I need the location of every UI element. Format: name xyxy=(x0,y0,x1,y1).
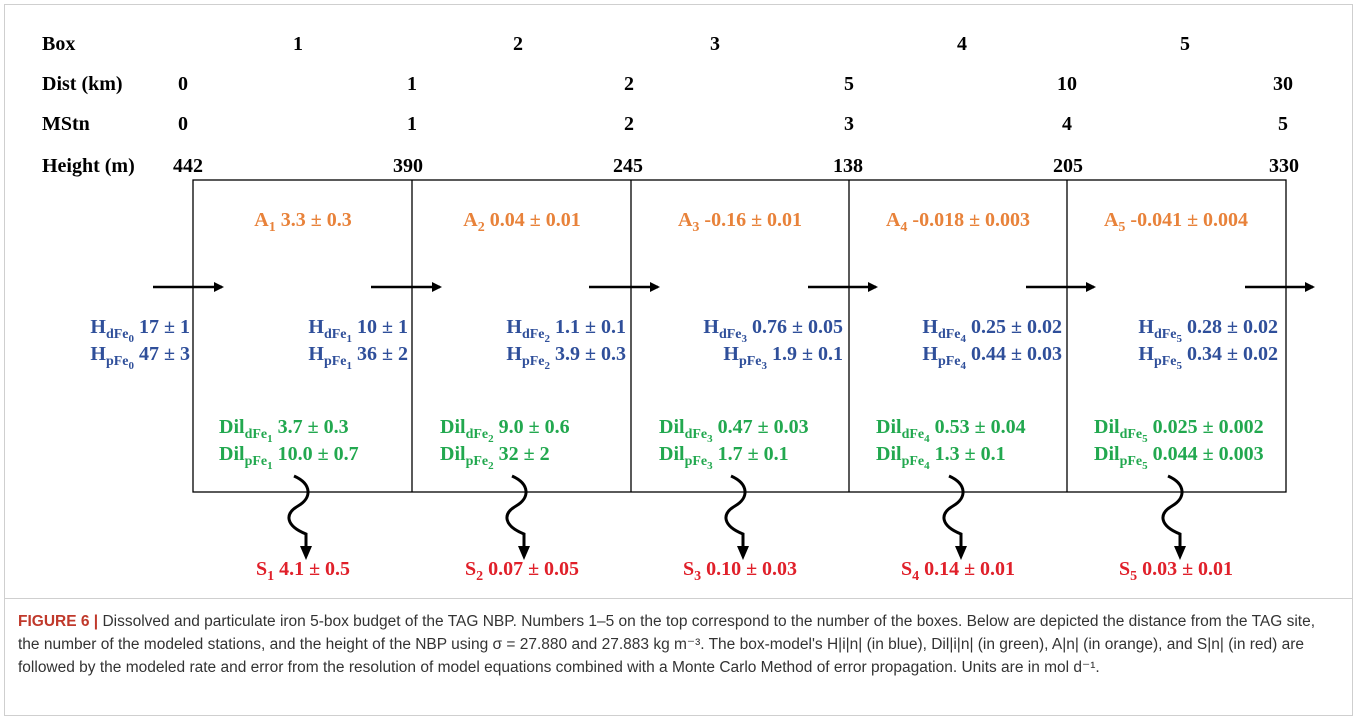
H-dFe-term: HdFe1 10 ± 1 xyxy=(308,316,408,345)
S-term: S5 0.03 ± 0.01 xyxy=(1119,558,1233,584)
row-label-box: Box xyxy=(42,33,75,55)
figure-caption: FIGURE 6 | Dissolved and particulate iro… xyxy=(18,610,1338,679)
S-term: S3 0.10 ± 0.03 xyxy=(683,558,797,584)
dist-value: 1 xyxy=(407,73,417,95)
sink-arrowhead xyxy=(518,546,530,560)
sink-arrow xyxy=(1161,474,1184,548)
sink-arrowhead xyxy=(1174,546,1186,560)
height-value: 442 xyxy=(173,155,203,177)
dist-value: 0 xyxy=(178,73,188,95)
dist-value: 2 xyxy=(624,73,634,95)
Dil-pFe-term: DilpFe5 0.044 ± 0.003 xyxy=(1094,443,1264,472)
H-pFe-term: HpFe2 3.9 ± 0.3 xyxy=(506,343,626,372)
mstn-values: 0 1 2 3 4 5 xyxy=(178,113,1288,135)
dist-value: 10 xyxy=(1057,73,1077,95)
row-label-height: Height (m) xyxy=(42,155,135,177)
H-dFe-term: HdFe4 0.25 ± 0.02 xyxy=(922,316,1062,345)
box-number: 3 xyxy=(710,33,720,55)
caption-text: Dissolved and particulate iron 5-box bud… xyxy=(18,613,1316,676)
H-dFe-term: HdFe0 17 ± 1 xyxy=(90,316,190,345)
Dil-pFe-term: DilpFe4 1.3 ± 0.1 xyxy=(876,443,1006,472)
Dil-pFe-term: DilpFe3 1.7 ± 0.1 xyxy=(659,443,789,472)
Dil-dFe-term: DildFe3 0.47 ± 0.03 xyxy=(659,416,809,445)
H-pFe-term: HpFe4 0.44 ± 0.03 xyxy=(922,343,1062,372)
Dil-dFe-term: DildFe2 9.0 ± 0.6 xyxy=(440,416,570,445)
height-value: 330 xyxy=(1269,155,1299,177)
box-number: 5 xyxy=(1180,33,1190,55)
A-term: A5 -0.041 ± 0.004 xyxy=(1104,209,1248,235)
sink-arrow xyxy=(287,474,310,548)
Dil-dFe-term: DildFe1 3.7 ± 0.3 xyxy=(219,416,349,445)
mstn-value: 3 xyxy=(844,113,854,135)
Dil-dFe-term: DildFe5 0.025 ± 0.002 xyxy=(1094,416,1264,445)
box-number: 4 xyxy=(957,33,967,55)
figure-frame xyxy=(4,4,1353,716)
H-dFe-term: HdFe5 0.28 ± 0.02 xyxy=(1138,316,1278,345)
H-dFe-term: HdFe2 1.1 ± 0.1 xyxy=(506,316,626,345)
box-number: 2 xyxy=(513,33,523,55)
caption-separator xyxy=(4,598,1353,599)
mstn-value: 4 xyxy=(1062,113,1072,135)
sink-arrowhead xyxy=(737,546,749,560)
H-pFe-term: HpFe5 0.34 ± 0.02 xyxy=(1138,343,1278,372)
box-model-diagram: Box Dist (km) MStn Height (m) 1 2 3 4 5 0 1 2 5… xyxy=(42,33,1315,584)
mstn-value: 5 xyxy=(1278,113,1288,135)
A-term: A1 3.3 ± 0.3 xyxy=(254,209,351,235)
row-label-dist: Dist (km) xyxy=(42,73,123,95)
mstn-value: 1 xyxy=(407,113,417,135)
S-terms: S1 4.1 ± 0.5 S2 0.07 ± 0.05 S3 0.10 ± 0.03… xyxy=(256,558,1233,584)
Dil-dFe-term: DildFe4 0.53 ± 0.04 xyxy=(876,416,1026,445)
height-value: 245 xyxy=(613,155,643,177)
box-numbers: 1 2 3 4 5 xyxy=(293,33,1190,55)
S-term: S1 4.1 ± 0.5 xyxy=(256,558,350,584)
box-outlines xyxy=(192,179,1287,493)
sink-arrowhead xyxy=(300,546,312,560)
H-dFe-term: HdFe3 0.76 ± 0.05 xyxy=(703,316,843,345)
Dil-pFe-term: DilpFe2 32 ± 2 xyxy=(440,443,550,472)
A-terms: A1 3.3 ± 0.3 A2 0.04 ± 0.01 A3 -0.16 ± 0.0… xyxy=(254,209,1248,235)
height-value: 138 xyxy=(833,155,863,177)
box-frame xyxy=(192,179,1287,493)
S-term: S4 0.14 ± 0.01 xyxy=(901,558,1015,584)
H-pFe-term: HpFe3 1.9 ± 0.1 xyxy=(723,343,843,372)
height-value: 205 xyxy=(1053,155,1083,177)
Dil-pFe-term: DilpFe1 10.0 ± 0.7 xyxy=(219,443,359,472)
caption-label: FIGURE 6 | xyxy=(18,613,99,630)
H-pFe-term: HpFe1 36 ± 2 xyxy=(308,343,408,372)
height-values: 442 390 245 138 205 330 xyxy=(173,155,1299,177)
box-number: 1 xyxy=(293,33,303,55)
A-term: A2 0.04 ± 0.01 xyxy=(463,209,580,235)
height-value: 390 xyxy=(393,155,423,177)
sink-arrow xyxy=(505,474,528,548)
sink-arrows xyxy=(287,474,1186,560)
mstn-value: 2 xyxy=(624,113,634,135)
sink-arrowhead xyxy=(955,546,967,560)
mstn-value: 0 xyxy=(178,113,188,135)
dist-values: 0 1 2 5 10 30 xyxy=(178,73,1293,95)
dist-value: 30 xyxy=(1273,73,1293,95)
H-pFe-term: HpFe0 47 ± 3 xyxy=(90,343,190,372)
A-term: A4 -0.018 ± 0.003 xyxy=(886,209,1030,235)
dist-value: 5 xyxy=(844,73,854,95)
A-term: A3 -0.16 ± 0.01 xyxy=(678,209,802,235)
sink-arrow xyxy=(724,474,747,548)
S-term: S2 0.07 ± 0.05 xyxy=(465,558,579,584)
sink-arrow xyxy=(942,474,965,548)
row-label-mstn: MStn xyxy=(42,113,90,135)
